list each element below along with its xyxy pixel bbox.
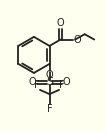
Text: F: F <box>59 80 65 90</box>
Text: O: O <box>74 35 81 45</box>
Text: O: O <box>29 77 36 88</box>
Text: S: S <box>46 77 53 88</box>
Text: O: O <box>63 77 70 88</box>
Text: O: O <box>57 18 64 28</box>
Text: F: F <box>34 80 40 90</box>
Text: O: O <box>46 70 53 80</box>
Text: F: F <box>47 104 52 114</box>
